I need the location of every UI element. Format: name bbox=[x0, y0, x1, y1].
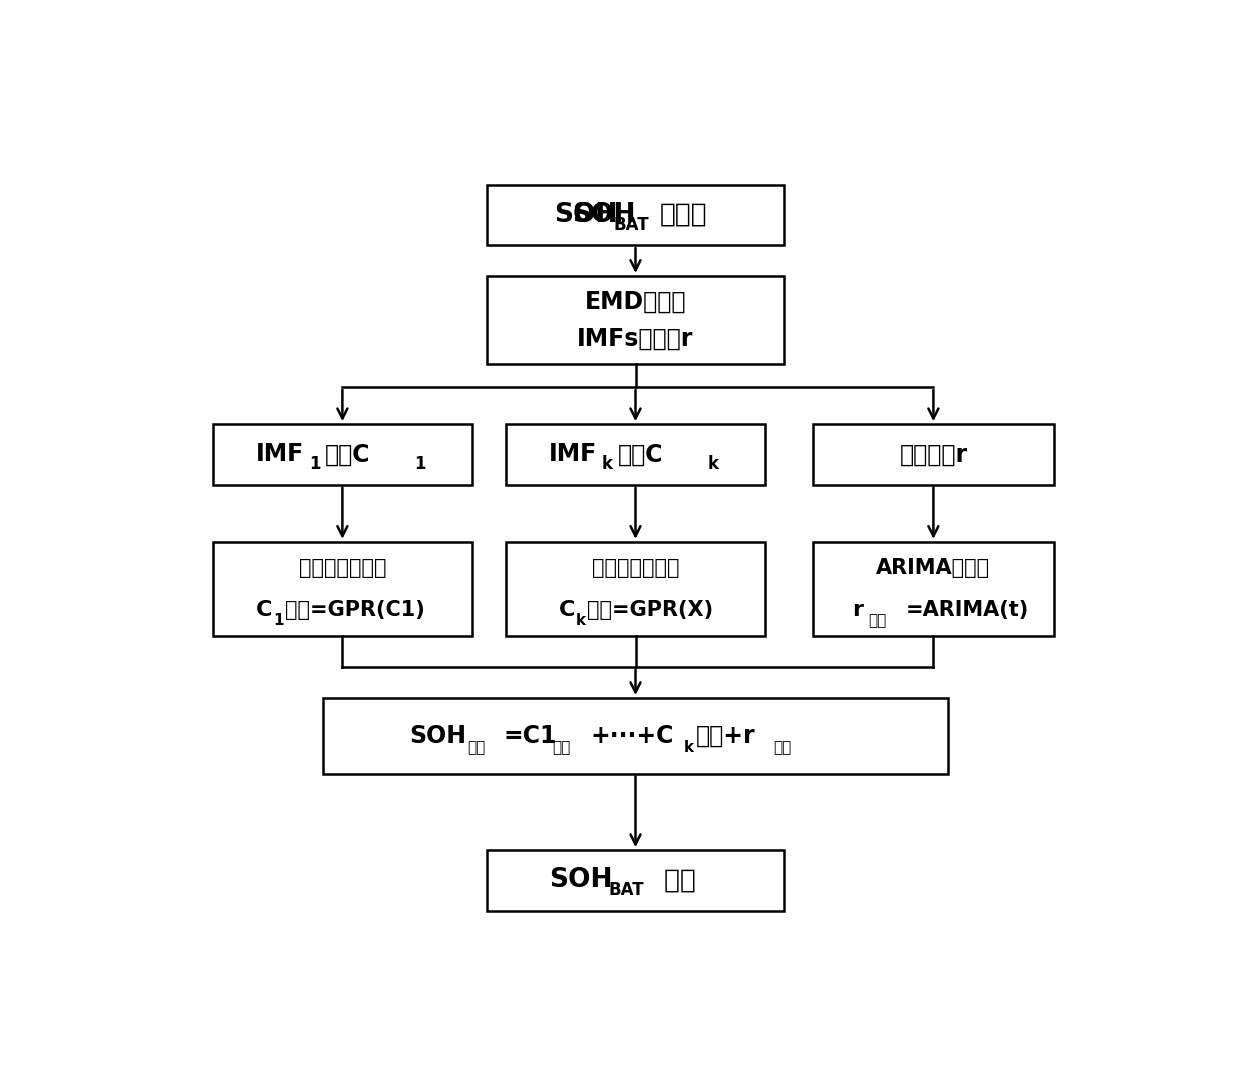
Text: 预测: 预测 bbox=[868, 613, 887, 628]
Text: 预测: 预测 bbox=[773, 740, 791, 755]
Text: IMF: IMF bbox=[255, 442, 304, 466]
FancyBboxPatch shape bbox=[813, 424, 1054, 484]
FancyBboxPatch shape bbox=[486, 276, 785, 364]
Text: BAT: BAT bbox=[609, 882, 645, 899]
Text: 剩余信号r: 剩余信号r bbox=[899, 442, 967, 466]
Text: 预测=GPR(X): 预测=GPR(X) bbox=[588, 600, 713, 620]
FancyBboxPatch shape bbox=[213, 542, 472, 636]
Text: k: k bbox=[575, 613, 587, 628]
Text: EMD分解：: EMD分解： bbox=[585, 289, 686, 313]
Text: IMFs和残差r: IMFs和残差r bbox=[578, 326, 693, 350]
Text: 1: 1 bbox=[414, 455, 427, 473]
Text: k: k bbox=[601, 455, 613, 473]
Text: 预测: 预测 bbox=[552, 740, 570, 755]
Text: k: k bbox=[708, 455, 718, 473]
FancyBboxPatch shape bbox=[486, 184, 785, 245]
Text: SOH: SOH bbox=[409, 723, 466, 747]
FancyBboxPatch shape bbox=[213, 424, 472, 484]
Text: 预测=GPR(C1): 预测=GPR(C1) bbox=[285, 600, 424, 620]
FancyBboxPatch shape bbox=[506, 424, 765, 484]
Text: SOH: SOH bbox=[554, 202, 618, 228]
Text: SOH: SOH bbox=[572, 202, 635, 228]
Text: 1: 1 bbox=[309, 455, 320, 473]
Text: 预测: 预测 bbox=[655, 867, 696, 894]
Text: C: C bbox=[255, 600, 273, 620]
Text: =ARIMA(t): =ARIMA(t) bbox=[905, 600, 1029, 620]
Text: BAT: BAT bbox=[614, 216, 649, 233]
Text: 信号C: 信号C bbox=[325, 442, 371, 466]
Text: C: C bbox=[558, 600, 575, 620]
FancyBboxPatch shape bbox=[486, 850, 785, 911]
FancyBboxPatch shape bbox=[324, 698, 947, 774]
Text: SOH: SOH bbox=[549, 867, 613, 894]
Text: k: k bbox=[683, 740, 693, 755]
Text: 1: 1 bbox=[273, 613, 284, 628]
Text: 特征值: 特征值 bbox=[660, 202, 707, 228]
Text: =C1: =C1 bbox=[503, 723, 557, 747]
Text: ARIMA建模：: ARIMA建模： bbox=[877, 558, 991, 578]
Text: +···+C: +···+C bbox=[590, 723, 673, 747]
Text: 信号C: 信号C bbox=[619, 442, 663, 466]
Text: 预测+r: 预测+r bbox=[696, 723, 755, 747]
FancyBboxPatch shape bbox=[506, 542, 765, 636]
Text: r: r bbox=[852, 600, 863, 620]
Text: 高斯过程建模：: 高斯过程建模： bbox=[299, 558, 386, 578]
Text: IMF: IMF bbox=[549, 442, 598, 466]
Text: 预测: 预测 bbox=[467, 740, 486, 755]
Text: 高斯过程建模：: 高斯过程建模： bbox=[591, 558, 680, 578]
FancyBboxPatch shape bbox=[813, 542, 1054, 636]
